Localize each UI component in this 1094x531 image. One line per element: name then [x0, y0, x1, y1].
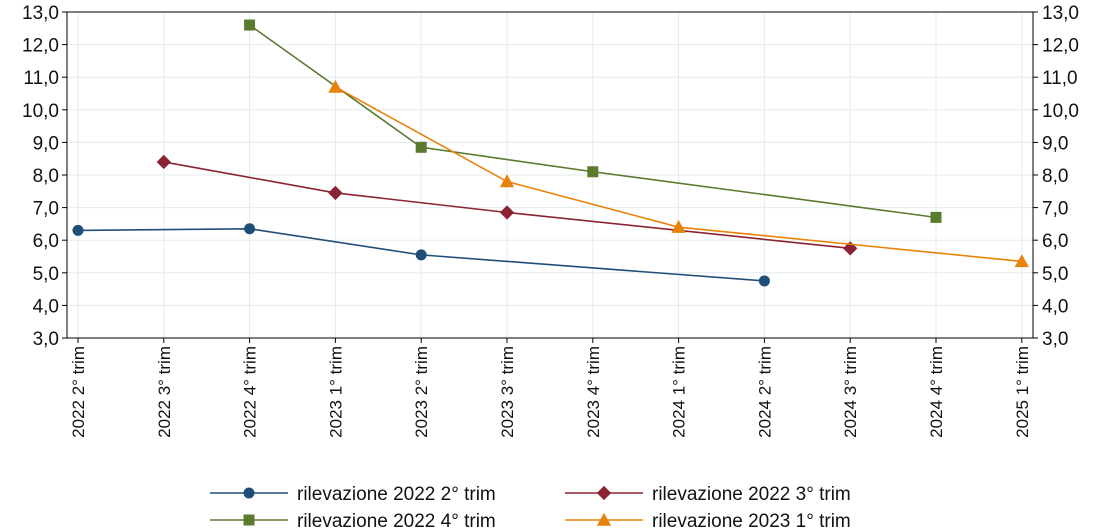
series-group	[72, 19, 1029, 287]
x-tick-label: 2023 2° trim	[412, 346, 431, 438]
legend-marker	[243, 514, 255, 526]
y-tick-label-left: 13,0	[22, 3, 59, 24]
y-tick-label-right: 7,0	[1042, 199, 1068, 220]
legend-marker	[596, 512, 612, 526]
x-tick-label: 2023 1° trim	[326, 346, 345, 438]
y-tick-label-right: 11,0	[1042, 68, 1078, 89]
x-tick-label: 2022 2° trim	[69, 346, 88, 438]
y-tick-label-left: 12,0	[22, 36, 59, 57]
legend-marker	[243, 487, 255, 499]
legend-marker	[596, 485, 612, 501]
y-tick-label-right: 12,0	[1042, 36, 1079, 57]
y-tick-label-left: 3,0	[33, 329, 59, 350]
y-tick-label-left: 6,0	[33, 231, 59, 252]
data-point	[328, 79, 343, 93]
grid-lines	[67, 11, 1033, 339]
series-1	[72, 223, 770, 287]
data-point	[244, 223, 256, 235]
y-tick-label-right: 5,0	[1042, 264, 1068, 285]
data-point	[415, 249, 427, 261]
data-point	[499, 205, 515, 220]
y-axis-right: 3,0 4,0 5,0 6,0 7,0 8,0 9,0 10,0 11,0 12,0 13,0	[1033, 3, 1079, 350]
legend-label: rilevazione 2023 1° trim	[652, 511, 851, 531]
series-line	[77, 227, 765, 282]
y-tick-label-right: 4,0	[1042, 296, 1068, 317]
x-tick-label: 2024 2° trim	[755, 346, 774, 438]
y-axis-left: 3,0 4,0 5,0 6,0 7,0 8,0 9,0 10,0 11,0 12,0 13,0	[22, 3, 67, 350]
legend-item: rilevazione 2022 4° trim	[210, 511, 496, 531]
data-point	[587, 166, 599, 178]
data-point	[415, 141, 427, 153]
y-tick-label-left: 7,0	[33, 199, 59, 220]
data-point	[244, 19, 256, 31]
y-tick-label-left: 10,0	[22, 101, 59, 122]
data-point	[758, 275, 770, 287]
x-tick-label: 2022 3° trim	[155, 346, 174, 438]
x-tick-label: 2024 3° trim	[841, 346, 860, 438]
y-tick-label-left: 8,0	[33, 166, 59, 187]
series-line	[335, 86, 1022, 263]
legend-item: rilevazione 2022 2° trim	[210, 484, 496, 505]
legend: rilevazione 2022 2° trim rilevazione 2022…	[210, 484, 851, 531]
y-tick-label-left: 4,0	[33, 296, 59, 317]
legend-item: rilevazione 2023 1° trim	[565, 511, 851, 531]
y-tick-label-right: 8,0	[1042, 166, 1068, 187]
y-tick-label-right: 10,0	[1042, 101, 1079, 122]
y-tick-label-right: 13,0	[1042, 3, 1079, 24]
x-tick-label: 2024 1° trim	[670, 346, 689, 438]
x-tick-label: 2025 1° trim	[1013, 346, 1032, 438]
x-axis: 2022 2° trim 2022 3° trim 2022 4° trim 2023…	[69, 338, 1032, 438]
data-point	[156, 154, 171, 170]
legend-label: rilevazione 2022 3° trim	[652, 484, 851, 505]
y-tick-label-right: 3,0	[1042, 329, 1068, 350]
x-tick-label: 2023 4° trim	[584, 346, 603, 438]
x-tick-label: 2022 4° trim	[241, 346, 260, 438]
legend-label: rilevazione 2022 2° trim	[297, 484, 496, 505]
data-point	[328, 185, 343, 201]
x-tick-label: 2024 4° trim	[927, 346, 946, 438]
data-point	[930, 211, 942, 223]
data-point	[499, 174, 515, 188]
series-4	[328, 79, 1029, 268]
y-tick-label-left: 11,0	[23, 68, 59, 89]
y-tick-label-right: 6,0	[1042, 231, 1068, 252]
data-point	[1014, 254, 1029, 268]
data-point	[72, 224, 84, 236]
x-tick-label: 2023 3° trim	[498, 346, 517, 438]
y-tick-label-right: 9,0	[1042, 133, 1068, 154]
legend-item: rilevazione 2022 3° trim	[565, 484, 851, 505]
y-tick-label-left: 9,0	[33, 133, 59, 154]
y-tick-label-left: 5,0	[33, 264, 59, 285]
legend-label: rilevazione 2022 4° trim	[297, 511, 496, 531]
data-point	[671, 220, 686, 233]
